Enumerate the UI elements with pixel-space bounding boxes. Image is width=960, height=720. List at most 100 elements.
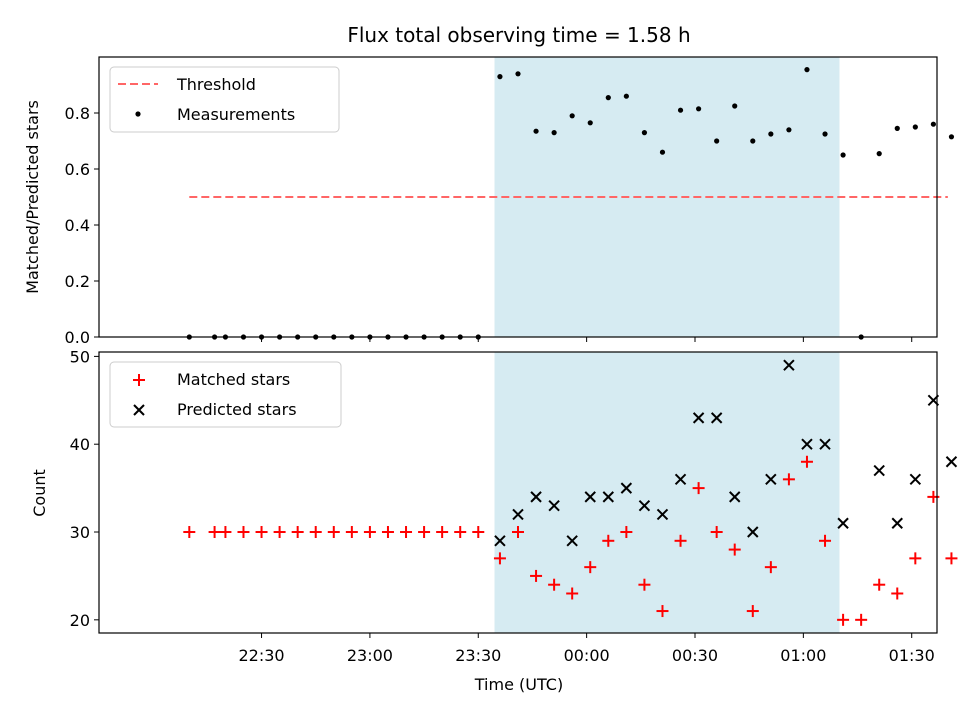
x-axis-label: Time (UTC) bbox=[474, 675, 563, 694]
x-tick-label: 00:30 bbox=[672, 646, 718, 665]
measurement-point bbox=[515, 71, 521, 77]
measurement-point bbox=[605, 95, 611, 101]
y-tick-label: 0.8 bbox=[65, 104, 90, 123]
matched-stars-point bbox=[710, 526, 723, 539]
measurement-point bbox=[569, 113, 575, 119]
measurement-point bbox=[732, 103, 738, 109]
predicted-stars-point bbox=[909, 473, 922, 486]
matched-stars-point bbox=[656, 605, 669, 618]
predicted-stars-point bbox=[747, 526, 759, 538]
x-tick-label: 01:30 bbox=[889, 646, 935, 665]
measurement-point bbox=[533, 128, 539, 134]
chart-title: Flux total observing time = 1.58 h bbox=[347, 23, 690, 47]
count-panel-frame bbox=[98, 351, 938, 634]
legend-measurements-label: Measurements bbox=[177, 105, 295, 124]
measurement-point bbox=[714, 138, 720, 144]
measurement-point bbox=[551, 130, 557, 136]
matched-stars-point bbox=[620, 526, 633, 539]
measurement-point bbox=[930, 121, 936, 127]
measurement-point bbox=[497, 74, 503, 80]
matched-stars-point bbox=[548, 578, 561, 591]
matched-stars-point bbox=[566, 587, 579, 600]
measurement-point bbox=[659, 149, 666, 155]
matched-stars-point bbox=[436, 526, 449, 539]
predicted-stars-point bbox=[674, 473, 687, 486]
predicted-stars-point bbox=[620, 482, 633, 494]
predicted-stars-point bbox=[494, 535, 506, 547]
y-tick-label: 0.2 bbox=[65, 272, 90, 291]
matched-stars-point bbox=[855, 613, 868, 626]
matched-stars-point bbox=[208, 526, 221, 539]
matched-stars-point bbox=[800, 455, 813, 468]
measurement-point bbox=[894, 125, 900, 131]
predicted-stars-point bbox=[692, 412, 705, 424]
matched-stars-point bbox=[291, 526, 304, 539]
matched-stars-point bbox=[746, 605, 759, 618]
predicted-stars-point bbox=[566, 535, 578, 547]
matched-stars-point bbox=[692, 482, 705, 495]
matched-stars-point bbox=[363, 526, 376, 539]
y-tick-label: 0.6 bbox=[65, 160, 90, 179]
predicted-stars-point bbox=[584, 491, 596, 503]
legend-matched-label: Matched stars bbox=[177, 370, 290, 389]
y-tick-label: 50 bbox=[70, 347, 90, 366]
matched-stars-point bbox=[764, 561, 777, 574]
matched-stars-point bbox=[909, 552, 922, 565]
measurement-point bbox=[677, 107, 684, 113]
y-tick-label: 40 bbox=[70, 435, 90, 454]
predicted-stars-point bbox=[819, 438, 831, 450]
x-tick-label: 23:00 bbox=[347, 646, 393, 665]
predicted-stars-point bbox=[891, 517, 903, 529]
matched-stars-point bbox=[782, 473, 795, 486]
matched-stars-point bbox=[584, 561, 597, 574]
matched-stars-point bbox=[255, 526, 268, 539]
ratio-panel-ylabel: Matched/Predicted stars bbox=[23, 100, 42, 294]
measurement-point bbox=[750, 138, 756, 144]
matched-stars-point bbox=[400, 526, 413, 539]
predicted-stars-point bbox=[837, 517, 849, 529]
legend-matched-swatch bbox=[133, 374, 145, 386]
observing-span bbox=[494, 352, 840, 633]
predicted-stars-point bbox=[638, 499, 651, 512]
predicted-stars-point bbox=[530, 491, 542, 503]
measurement-point bbox=[641, 130, 648, 136]
matched-stars-point bbox=[418, 526, 431, 539]
measurement-point bbox=[912, 124, 918, 130]
x-tick-label: 01:00 bbox=[780, 646, 826, 665]
matched-stars-point bbox=[674, 534, 687, 547]
matched-stars-point bbox=[454, 526, 467, 539]
measurement-point bbox=[804, 67, 810, 73]
predicted-stars-point bbox=[710, 412, 723, 424]
count-legend: Matched stars Predicted stars bbox=[109, 361, 342, 428]
predicted-stars-point bbox=[873, 464, 885, 477]
ratio-legend: Threshold Measurements bbox=[109, 66, 340, 133]
matched-stars-point bbox=[602, 534, 615, 547]
matched-stars-point bbox=[638, 578, 651, 591]
matched-stars-point bbox=[219, 526, 232, 539]
matched-stars-point bbox=[273, 526, 286, 539]
predicted-stars-point bbox=[945, 456, 958, 468]
matched-stars-point bbox=[891, 587, 904, 600]
predicted-stars-point bbox=[765, 473, 777, 486]
y-tick-label: 0.0 bbox=[65, 328, 90, 347]
matched-stars-point bbox=[309, 526, 322, 539]
legend-predicted-swatch bbox=[133, 404, 145, 416]
matched-stars-point bbox=[345, 526, 358, 539]
matched-stars-point bbox=[493, 552, 506, 565]
predicted-stars-point bbox=[656, 508, 669, 521]
matched-stars-point bbox=[945, 552, 958, 565]
legend-predicted-label: Predicted stars bbox=[177, 400, 297, 419]
measurement-point bbox=[786, 127, 792, 133]
matched-stars-point bbox=[381, 526, 394, 539]
y-tick-label: 0.4 bbox=[65, 216, 90, 235]
y-tick-label: 20 bbox=[70, 611, 90, 630]
matched-stars-point bbox=[327, 526, 340, 539]
legend-measurements-swatch bbox=[135, 111, 141, 117]
matched-stars-point bbox=[237, 526, 250, 539]
predicted-stars-point bbox=[548, 499, 560, 512]
ratio-panel-frame bbox=[98, 56, 938, 338]
measurement-point bbox=[623, 93, 629, 99]
ratio-panel: 0.00.20.40.60.8 Matched/Predicted stars … bbox=[23, 56, 955, 347]
predicted-stars-point bbox=[801, 438, 813, 450]
predicted-stars-point bbox=[783, 359, 795, 371]
